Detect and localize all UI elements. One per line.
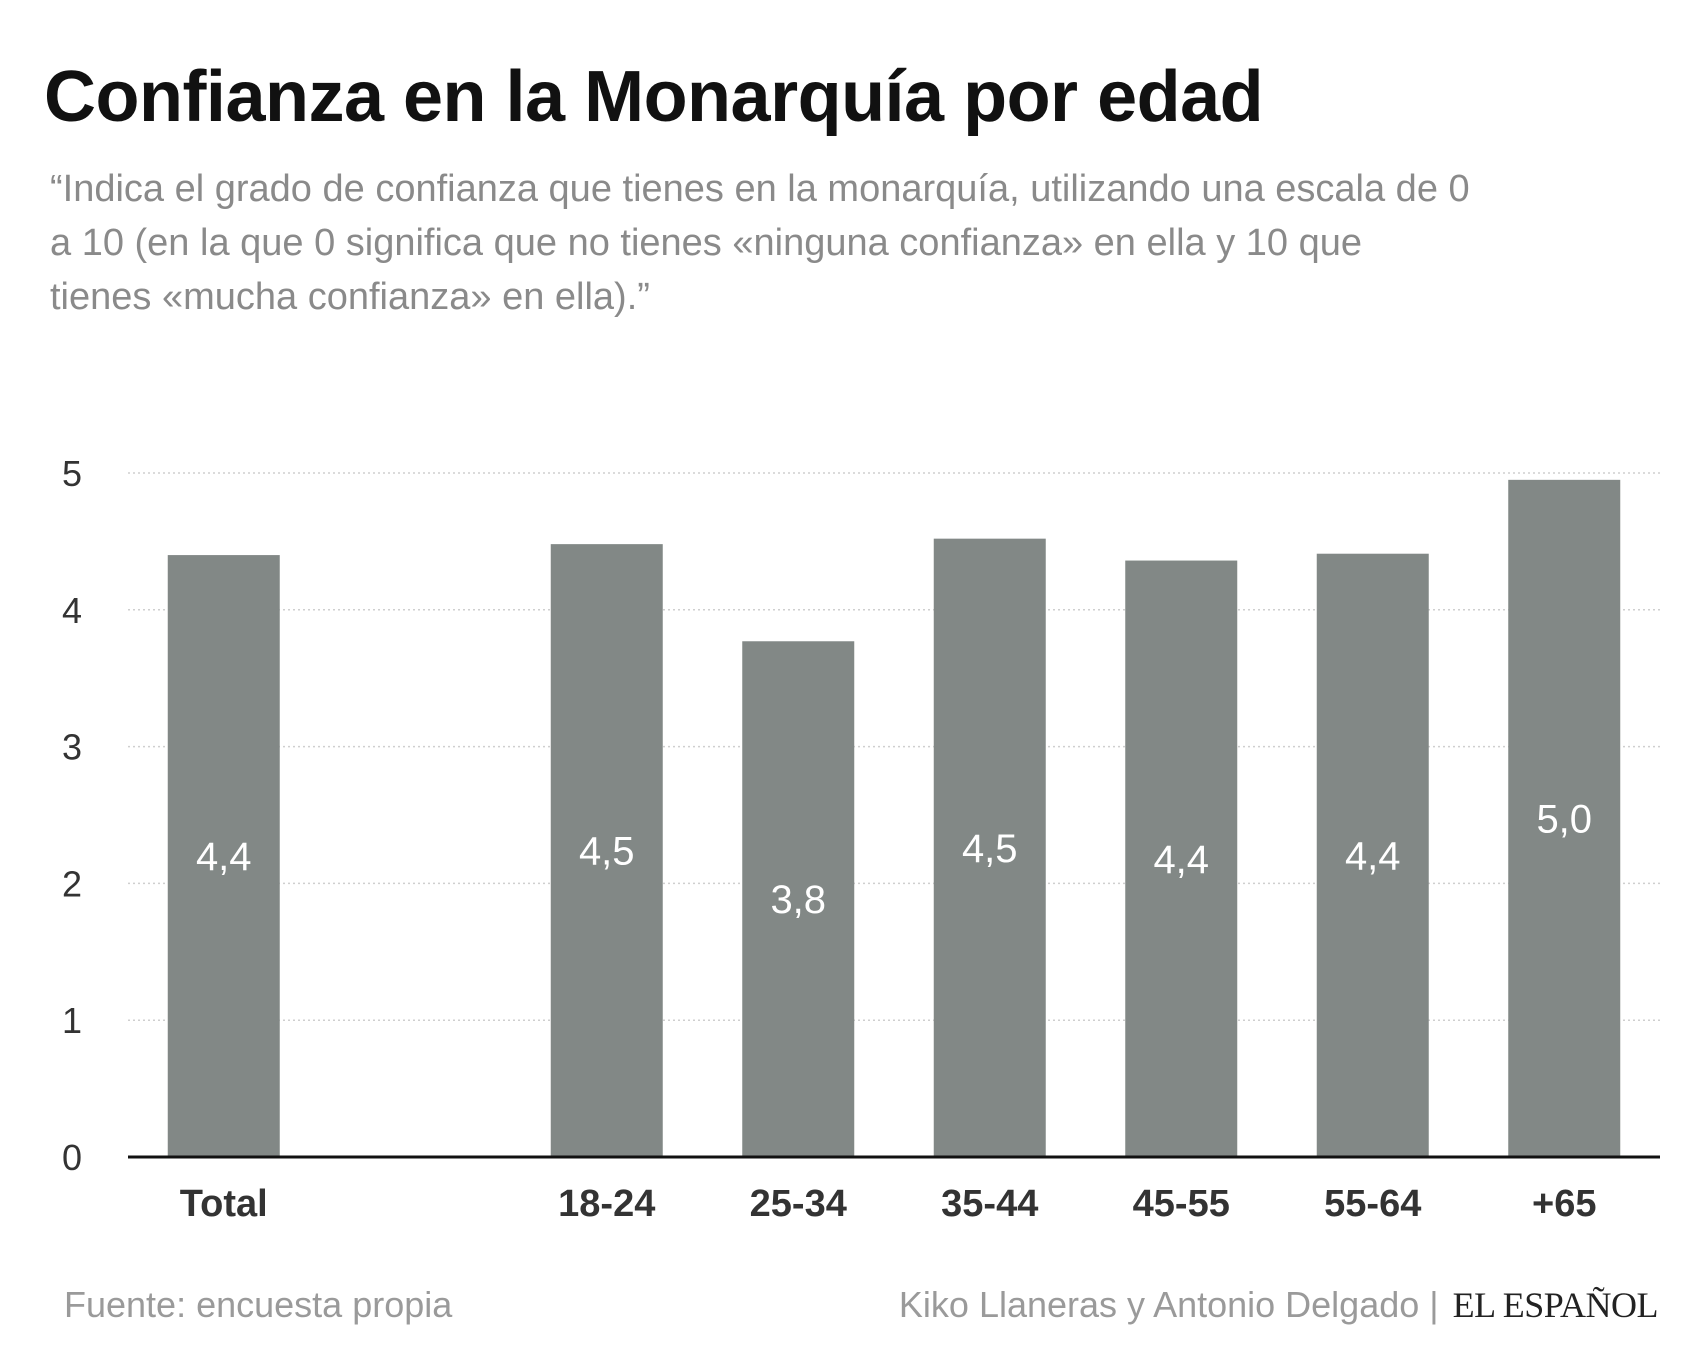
data-label-+65: 5,0	[1536, 797, 1592, 841]
x-tick-label-+65: +65	[1532, 1183, 1596, 1225]
data-label-45-55: 4,4	[1153, 838, 1209, 882]
bar-Total	[167, 555, 280, 1157]
bar-+65	[1508, 479, 1621, 1158]
x-tick-label-Total: Total	[180, 1183, 268, 1225]
source-note: Fuente: encuesta propia	[64, 1284, 453, 1325]
chart-subtitle: “Indica el grado de confianza que tienes…	[50, 168, 1470, 318]
y-tick-label-2: 2	[62, 863, 82, 904]
x-tick-label-25-34: 25-34	[750, 1183, 847, 1225]
credits-separator: |	[1429, 1284, 1439, 1325]
data-label-35-44: 4,5	[962, 827, 1018, 871]
data-label-18-24: 4,5	[579, 830, 635, 874]
credits: Kiko Llaneras y Antonio Delgado | EL ESPAÑ…	[898, 1284, 1659, 1326]
y-tick-label-4: 4	[62, 590, 82, 631]
bar-55-64	[1316, 553, 1429, 1157]
y-tick-label-3: 3	[62, 727, 82, 768]
bar-25-34	[742, 641, 855, 1157]
bar-45-55	[1125, 560, 1238, 1157]
x-tick-label-35-44: 35-44	[941, 1183, 1038, 1225]
y-tick-label-5: 5	[62, 453, 82, 494]
data-label-25-34: 3,8	[770, 878, 826, 922]
data-label-55-64: 4,4	[1345, 834, 1401, 878]
chart-title: Confianza en la Monarquía por edad	[44, 57, 1264, 137]
el-espanol-logo: EL ESPAÑOL	[1452, 1285, 1659, 1325]
x-tick-label-55-64: 55-64	[1324, 1183, 1421, 1225]
bar-18-24	[550, 544, 663, 1157]
x-tick-label-45-55: 45-55	[1133, 1183, 1230, 1225]
y-tick-label-0: 0	[62, 1137, 82, 1178]
y-tick-label-1: 1	[62, 1000, 82, 1041]
data-label-Total: 4,4	[196, 835, 252, 879]
bar-35-44	[933, 538, 1046, 1157]
x-tick-label-18-24: 18-24	[558, 1183, 655, 1225]
authors-text: Kiko Llaneras y Antonio Delgado	[898, 1284, 1420, 1325]
